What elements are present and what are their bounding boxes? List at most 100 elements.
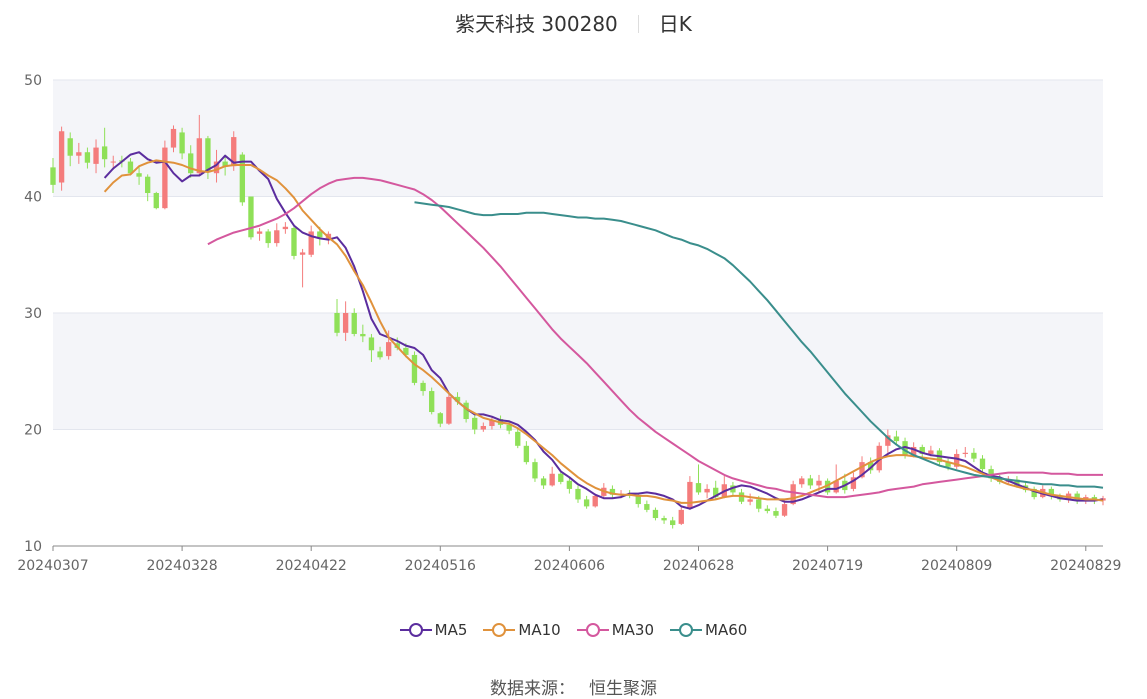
line-ma60 [414,201,1104,489]
candle-body [153,193,159,209]
candle-body [248,196,254,238]
legend-label: MA30 [611,620,655,639]
candle-body [84,152,91,163]
candle-body [523,445,530,463]
candle-body [196,138,202,174]
x-tick-label: 20240628 [663,558,734,574]
candle-body [489,420,495,427]
candle-body [764,508,771,512]
candle-body [342,313,349,333]
stock-name-code: 紫天科技 300280 [455,12,618,36]
x-tick-label: 20240422 [276,558,347,574]
legend-item-ma5[interactable]: MA5 [399,620,468,639]
candle-body [385,342,392,357]
data-source: 数据来源： 恒生聚源 [0,674,1147,699]
candle-body [695,483,702,493]
candle-body [1031,488,1037,498]
candle-body [756,499,762,509]
candle-body [50,167,56,185]
candle-body [833,480,839,493]
source-label: 数据来源： [490,679,575,699]
candle-body [859,462,865,478]
candle-body [773,511,779,516]
candle-body [377,351,383,358]
legend: MA5 MA10 MA30 MA60 [0,620,1147,639]
title-divider [637,15,639,33]
candle-body [971,452,977,459]
candle-body [747,499,753,502]
candle-body [1014,479,1020,486]
candle-body [988,469,994,479]
candle-body [893,436,900,442]
candle-body [205,138,211,173]
y-tick-label: 30 [24,306,42,322]
legend-label: MA5 [434,620,468,639]
candle-body [532,462,538,479]
candle-body [162,147,168,209]
candle-body [403,347,409,355]
candle-body [558,473,564,482]
y-tick-label: 40 [24,190,42,206]
candle-body [910,446,917,456]
candle-body [979,458,986,470]
legend-label: MA10 [518,620,561,639]
candle-body [222,161,228,167]
line-ma5 [103,151,1104,510]
candle-body [411,354,418,383]
candle-body [256,231,263,234]
candle-body [351,313,357,334]
candle-body [334,313,340,333]
legend-marker-icon [670,622,703,637]
legend-item-ma30[interactable]: MA30 [576,620,655,639]
candle-body [170,128,177,148]
candle-body [480,426,486,430]
candle-body [67,138,73,156]
candle-body [867,462,874,471]
legend-item-ma60[interactable]: MA60 [670,620,747,639]
candle-body [635,495,641,505]
candle-body [678,509,684,524]
candle-body [317,231,323,238]
candle-body [282,226,289,230]
candle-body [962,452,968,454]
candle-body [1100,498,1106,501]
plot-band [53,313,1103,430]
candle-body [661,518,667,521]
candle-body [420,382,426,392]
x-tick-label: 20240606 [534,558,605,574]
legend-item-ma10[interactable]: MA10 [483,620,561,639]
candle-body [902,441,908,456]
candle-body [360,333,366,337]
candle-body [463,402,469,420]
candle-body [274,230,280,244]
candle-body [609,488,616,495]
candle-body [101,146,108,160]
source-value: 恒生聚源 [589,679,657,699]
candle-body [472,417,478,430]
candle-body [790,484,796,505]
chart-title: 紫天科技 300280 日K [0,8,1147,37]
candle-body [136,173,142,177]
candle-body [713,487,719,498]
candle-body [145,176,151,194]
legend-marker-icon [399,622,432,637]
x-tick-label: 20240829 [1050,558,1121,574]
candle-body [110,161,116,163]
candle-body [566,480,573,489]
candle-body [188,153,194,174]
plot-band [53,80,1103,197]
candle-body [583,499,590,507]
candle-body [1048,488,1055,496]
candle-body [437,413,443,424]
candle-body [540,478,547,486]
candle-body [58,131,65,183]
candlestick-chart[interactable]: 10 20 30 40 50 20240307 20240328 20240422 202405… [0,0,1147,610]
x-tick-label: 20240328 [146,558,217,574]
candle-body [515,431,521,446]
candle-body [454,396,461,402]
candle-body [239,154,246,203]
candle-body [76,152,82,156]
candle-body [213,161,220,174]
candle-body [429,391,435,413]
candle-body [919,446,925,454]
